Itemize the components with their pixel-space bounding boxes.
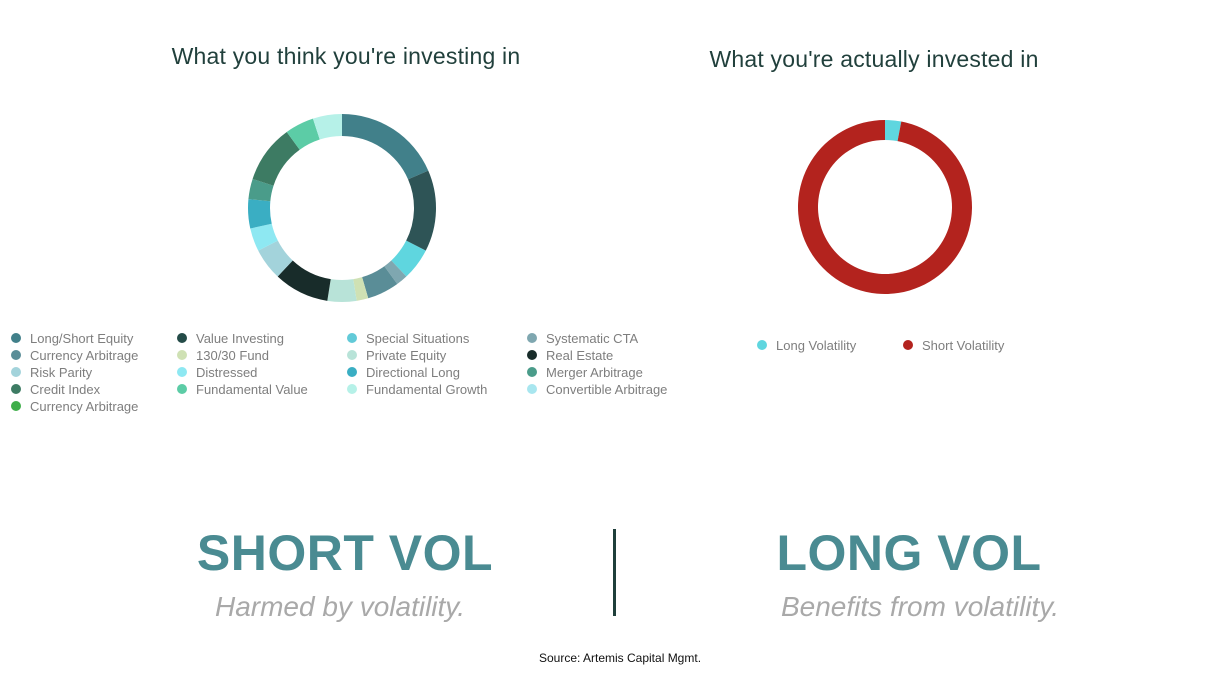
left-donut-slice-3: [391, 240, 426, 277]
long-vol-subtitle: Benefits from volatility.: [780, 591, 1060, 622]
right-donut-chart: [798, 120, 972, 294]
legend-swatch: [757, 340, 767, 350]
vertical-divider: [613, 529, 616, 616]
right-donut-slice-long-volatility: [885, 120, 902, 142]
legend-swatch: [527, 333, 537, 343]
left-donut-slice-2: [406, 170, 436, 251]
left-donut-slice-11: [248, 199, 272, 229]
left-donut-slice-10: [250, 223, 278, 251]
legend-label: Convertible Arbitrage: [546, 382, 668, 397]
legend-swatch: [11, 367, 21, 377]
legend-swatch: [347, 333, 357, 343]
legend-label: Special Situations: [366, 331, 470, 346]
right-donut-slice-short-volatility: [798, 120, 972, 294]
legend-swatch: [11, 401, 21, 411]
legend-swatch: [11, 333, 21, 343]
long-vol-heading: LONG VOL: [776, 525, 1042, 581]
legend-label: Distressed: [196, 365, 258, 380]
left-chart-title: What you think you're investing in: [171, 43, 521, 69]
legend-swatch: [11, 350, 21, 360]
short-vol-heading: SHORT VOL: [196, 525, 494, 581]
legend-swatch: [347, 367, 357, 377]
legend-label: Systematic CTA: [546, 331, 639, 346]
left-chart-legend: Long/Short Equity Currency Arbitrage Risk …: [11, 330, 691, 420]
left-donut-slice-5: [362, 266, 398, 299]
left-donut-slice-4: [384, 260, 407, 285]
legend-swatch: [177, 384, 187, 394]
left-donut-chart: [248, 114, 436, 302]
legend-swatch: [527, 367, 537, 377]
legend-label: Real Estate: [546, 348, 614, 363]
legend-label: Fundamental Value: [196, 382, 308, 397]
legend-label: Currency Arbitrage: [30, 348, 139, 363]
left-donut-slice-7: [327, 279, 357, 302]
short-vol-subtitle: Harmed by volatility.: [214, 591, 465, 622]
left-donut-slice-6: [353, 277, 369, 301]
left-donut-slice-14: [286, 118, 320, 150]
left-donut-slice-13: [252, 131, 300, 186]
right-chart-title: What you're actually invested in: [709, 46, 1039, 72]
legend-swatch: [177, 333, 187, 343]
left-donut-slice-1: [342, 114, 429, 180]
legend-label: Credit Index: [30, 382, 101, 397]
left-donut-slice-8: [277, 260, 331, 301]
left-donut-slice-9: [258, 240, 293, 277]
legend-label: Long Volatility: [776, 338, 857, 353]
left-donut-slice-15: [312, 114, 342, 140]
legend-label: Short Volatility: [922, 338, 1005, 353]
legend-swatch: [11, 384, 21, 394]
left-donut-slice-12: [248, 178, 274, 202]
legend-label: Risk Parity: [30, 365, 93, 380]
legend-label: Merger Arbitrage: [546, 365, 643, 380]
legend-swatch: [903, 340, 913, 350]
legend-swatch: [347, 350, 357, 360]
legend-swatch: [177, 367, 187, 377]
legend-label: 130/30 Fund: [196, 348, 270, 363]
legend-label: Long/Short Equity: [30, 331, 134, 346]
legend-swatch: [527, 384, 537, 394]
legend-swatch: [527, 350, 537, 360]
legend-label: Fundamental Growth: [366, 382, 488, 397]
legend-label: Private Equity: [366, 348, 447, 363]
legend-swatch: [177, 350, 187, 360]
right-chart-legend: Long Volatility Short Volatility: [757, 337, 1057, 357]
legend-label: Value Investing: [196, 331, 284, 346]
source-note: Source: Artemis Capital Mgmt.: [538, 651, 702, 665]
legend-swatch: [347, 384, 357, 394]
legend-label: Currency Arbitrage: [30, 399, 139, 414]
legend-label: Directional Long: [366, 365, 460, 380]
